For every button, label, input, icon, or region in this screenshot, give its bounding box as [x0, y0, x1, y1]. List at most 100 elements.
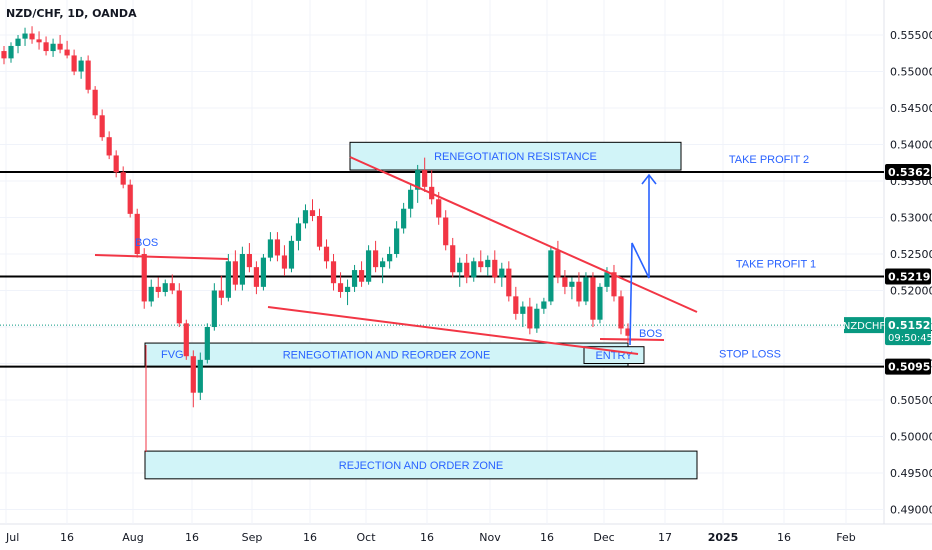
candle-body	[372, 250, 379, 268]
candle-body	[8, 45, 14, 59]
x-tick-label: 16	[303, 531, 317, 544]
levels-layer: TAKE PROFIT 2 TAKE PROFIT 1 STOP LOSS	[0, 154, 884, 368]
symbol-badge	[844, 317, 884, 334]
x-tick-label: 16	[185, 531, 199, 544]
candle-body	[85, 60, 91, 90]
candle-body	[330, 261, 337, 284]
level-badge	[885, 268, 931, 285]
candle-body	[57, 43, 63, 50]
bos-label-right: BOS	[639, 328, 662, 340]
candle-body	[148, 286, 154, 302]
candle-body	[190, 356, 196, 393]
candle-body	[162, 283, 168, 292]
candle-body	[569, 281, 575, 287]
y-tick-label: 0.52000	[890, 285, 932, 298]
x-tick-label: 16	[420, 531, 434, 544]
candle-body	[422, 170, 428, 187]
trendline-upper[interactable]	[349, 156, 698, 313]
x-tick-label: 16	[777, 531, 791, 544]
candle-body	[295, 223, 302, 241]
candle-body	[351, 270, 358, 287]
candle-body	[625, 328, 631, 336]
candle-body	[492, 259, 498, 278]
candle-body	[71, 55, 77, 72]
candle-body	[316, 216, 323, 247]
candle-body	[323, 246, 330, 262]
candle-body	[527, 306, 533, 329]
candle-body	[99, 115, 105, 138]
candle-body	[562, 277, 568, 287]
candle-body	[169, 283, 175, 291]
bos-line-right[interactable]	[599, 338, 665, 341]
candle-body	[401, 208, 407, 229]
y-tick-label: 0.54500	[890, 102, 932, 115]
y-tick-label: 0.49500	[890, 467, 932, 480]
candle-body	[450, 245, 456, 273]
x-tick-label: Oct	[356, 531, 376, 544]
y-tick-label: 0.50000	[890, 431, 932, 444]
candle-body	[520, 306, 526, 314]
candle-body	[141, 254, 147, 302]
bos-label-left: BOS	[135, 237, 158, 249]
candle-body	[120, 172, 126, 185]
level-badge-value: 0.53623	[888, 166, 932, 179]
level-label: TAKE PROFIT 1	[736, 258, 816, 270]
x-tick-label: 16	[540, 531, 554, 544]
zone-box[interactable]	[583, 346, 645, 364]
candle-body	[344, 286, 351, 292]
candle-body	[576, 281, 582, 302]
x-tick-label: Feb	[836, 531, 855, 544]
candle-body	[134, 213, 140, 254]
bos-line-left[interactable]	[94, 254, 229, 260]
candle-body	[618, 296, 624, 329]
x-tick-label: Aug	[122, 531, 143, 544]
candle-body	[387, 254, 393, 262]
y-tick-label: 0.50500	[890, 394, 932, 407]
candle-body	[64, 49, 70, 56]
x-tick-label: Dec	[593, 531, 614, 544]
y-tick-label: 0.49000	[890, 504, 932, 517]
candle-body	[92, 89, 98, 116]
candle-body	[513, 296, 519, 314]
price-badge	[885, 317, 931, 346]
x-tick-label: 2025	[708, 531, 739, 544]
candle-body	[281, 255, 288, 269]
candle-body	[22, 33, 28, 39]
time-axis[interactable]: Jul 16 Aug 16 Sep 16 Oct 16 Nov 16 Dec 17 2025 16 Feb	[5, 531, 856, 544]
candle-body	[436, 199, 442, 218]
zones-layer: RENEGOTIATION RESISTANCE RENEGOTIATION AN…	[144, 141, 698, 480]
candle-body	[337, 283, 344, 292]
y-tick-label: 0.55000	[890, 66, 932, 79]
candle-body	[583, 277, 589, 302]
candle-body	[106, 137, 112, 156]
level-badge	[885, 164, 931, 181]
symbol-badge-label: NZDCHF	[843, 321, 886, 332]
price-axis[interactable]: 0.555000.550000.545000.540000.535000.530…	[843, 29, 932, 517]
candle-body	[78, 60, 84, 72]
x-tick-label: Nov	[479, 531, 501, 544]
x-tick-label: Jul	[5, 531, 19, 544]
candle-body	[541, 301, 547, 309]
candle-body	[211, 290, 217, 327]
candle-body	[113, 155, 119, 173]
zone-box[interactable]	[349, 141, 682, 171]
candle-body	[176, 290, 182, 324]
candle-body	[485, 259, 491, 268]
candle-body	[358, 270, 365, 282]
candle-body	[408, 189, 414, 209]
candle-body	[267, 239, 274, 258]
candle-body	[457, 262, 463, 273]
candle-body	[204, 327, 210, 360]
candle-body	[155, 286, 161, 292]
x-tick-label: Sep	[242, 531, 263, 544]
projection-arrow[interactable]	[629, 176, 650, 346]
trendline-lower[interactable]	[267, 306, 639, 355]
zone-box[interactable]	[144, 450, 698, 480]
candle-body	[50, 43, 56, 52]
zone-label: RENEGOTIATION AND REORDER ZONE	[283, 350, 491, 362]
arrow-head-icon	[641, 173, 657, 185]
candle-body	[611, 272, 617, 297]
candle-body	[309, 210, 316, 217]
candle-body	[15, 38, 21, 46]
